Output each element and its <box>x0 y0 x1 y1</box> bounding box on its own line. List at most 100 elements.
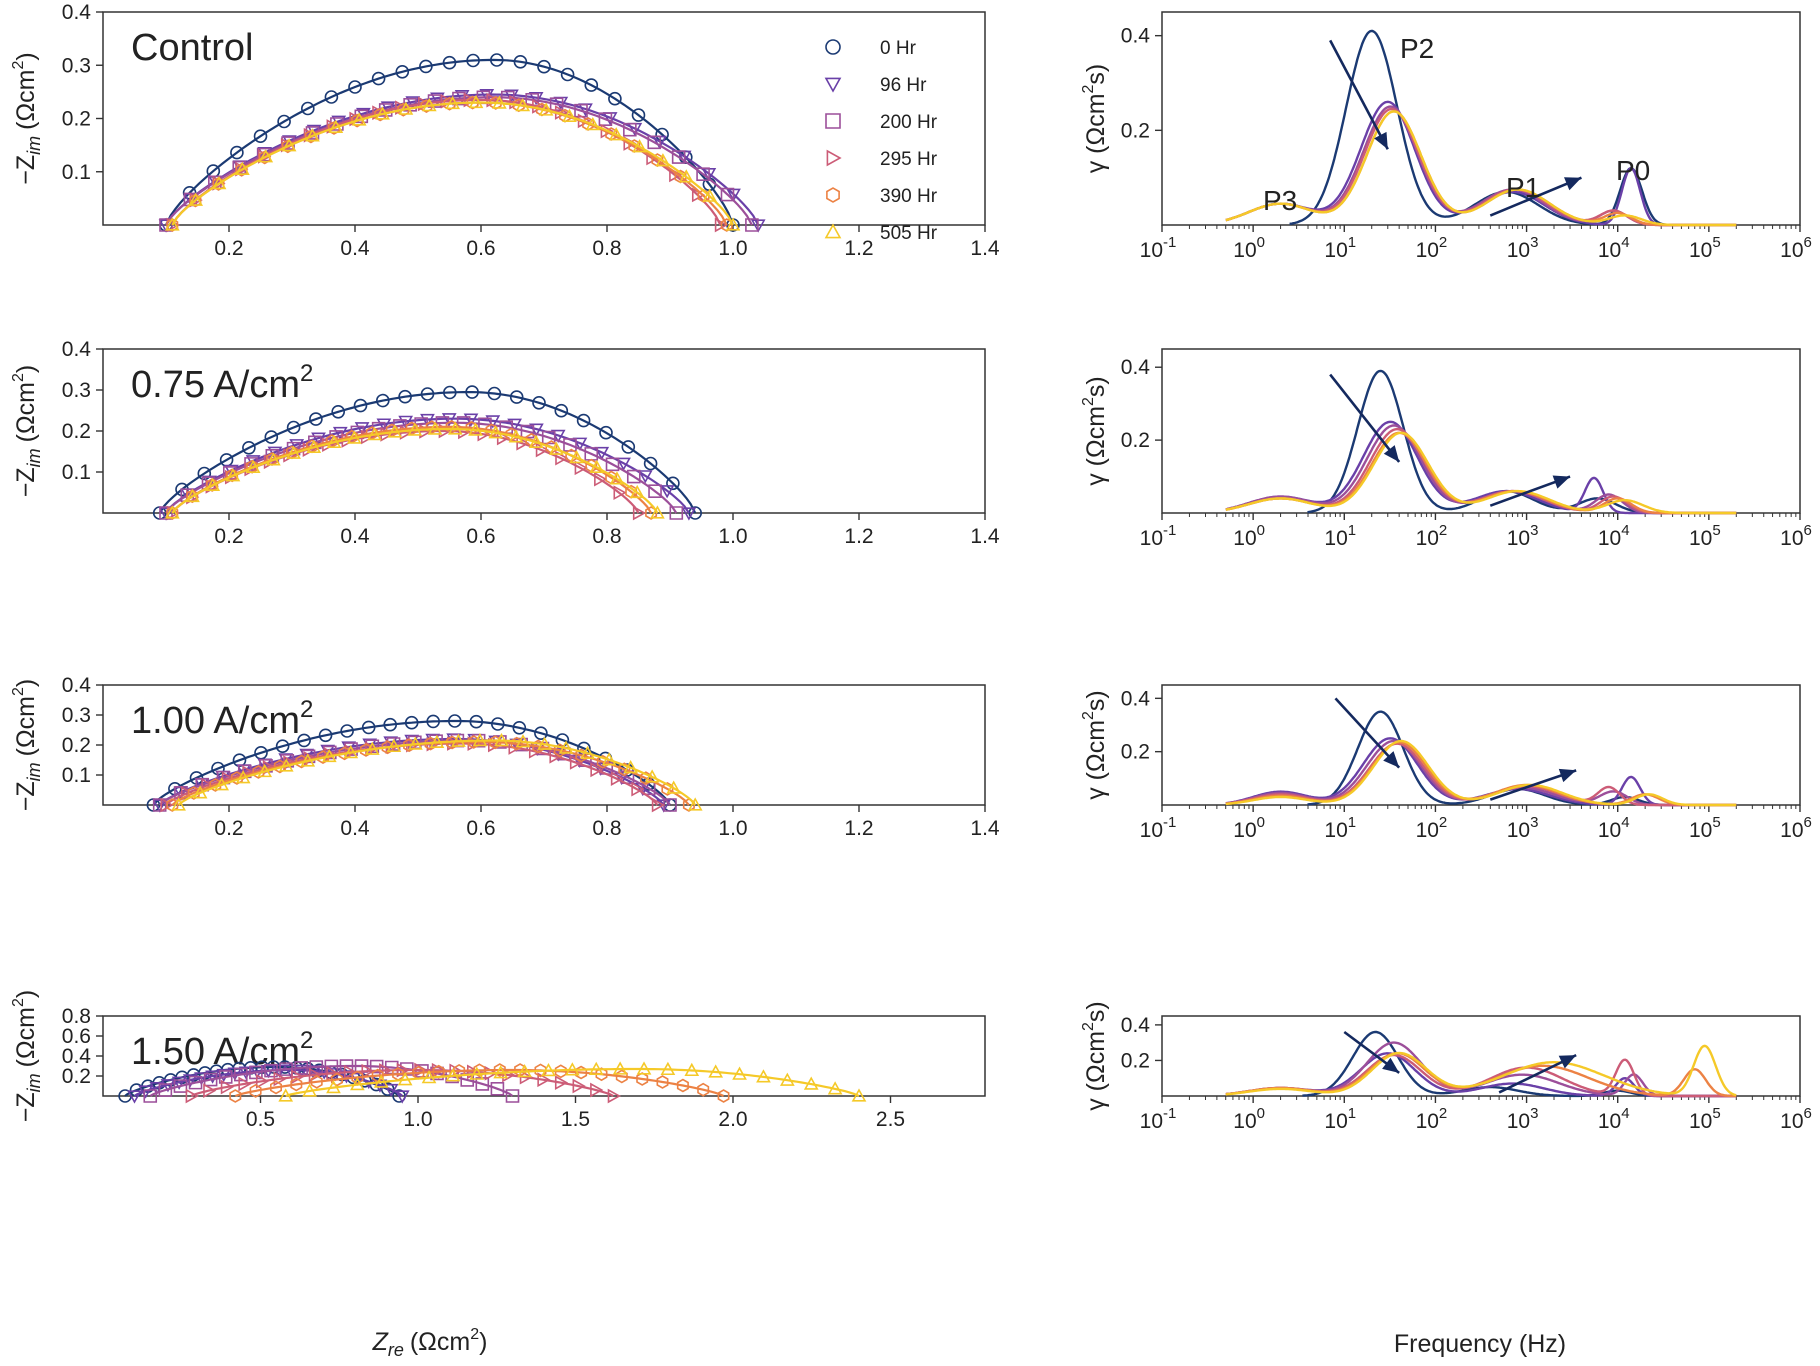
nyquist-y-axis-title: −Zim(Ωcm2) <box>10 52 44 184</box>
data-point <box>328 121 340 135</box>
data-point <box>192 785 208 799</box>
x-tick-label: 100 <box>1233 1105 1265 1133</box>
x-tick-label: 101 <box>1324 522 1356 550</box>
y-tick-label: 0.4 <box>62 1045 92 1068</box>
data-point <box>725 217 741 231</box>
nyquist-x-axis-title: Zre (Ωcm2) <box>372 1326 488 1360</box>
data-point <box>446 735 459 750</box>
data-point <box>492 95 507 109</box>
data-point <box>537 59 551 74</box>
data-point <box>275 739 290 754</box>
data-point <box>442 55 457 70</box>
trend-arrow-head <box>1552 475 1571 489</box>
data-point <box>427 421 443 435</box>
nyquist-panel-3: 0.2 0.4 0.6 0.8 1.0 1.2 1.4 0.1 0.2 0.3 0.4 −Zim(Ωc… <box>10 674 1000 840</box>
nyquist-y-axis-title: −Zim(Ωcm2) <box>10 365 44 497</box>
data-point <box>472 732 488 747</box>
x-tick-label: 2.5 <box>876 1108 905 1131</box>
y-tick-label: 0.1 <box>62 161 91 184</box>
x-tick-label: 0.6 <box>466 525 495 548</box>
x-tick-label: 102 <box>1416 1105 1448 1133</box>
data-point <box>306 439 322 454</box>
data-point <box>403 738 416 753</box>
x-tick-label: 106 <box>1780 234 1812 262</box>
data-point <box>598 112 613 126</box>
data-point <box>205 477 221 491</box>
data-point <box>259 758 273 773</box>
data-point <box>383 717 398 732</box>
data-point <box>273 1071 287 1087</box>
data-point <box>590 762 604 778</box>
x-tick-label: 10-1 <box>1140 234 1177 262</box>
data-point <box>651 797 666 813</box>
data-point <box>331 1072 343 1087</box>
data-point <box>569 449 584 464</box>
data-point <box>636 1072 649 1086</box>
data-point <box>555 450 569 466</box>
y-tick-label: 0.4 <box>62 1 92 24</box>
fit-line <box>165 58 735 226</box>
series-505-hr <box>164 421 665 519</box>
y-tick-label: 0.2 <box>62 1065 91 1088</box>
data-point <box>278 758 294 772</box>
data-point <box>166 506 179 520</box>
x-tick-label: 102 <box>1416 522 1448 550</box>
data-point <box>688 506 703 520</box>
data-point <box>152 799 168 813</box>
data-point <box>463 413 479 427</box>
x-tick-label: 104 <box>1598 234 1630 262</box>
x-tick-label: 103 <box>1507 814 1539 842</box>
data-point <box>656 1075 669 1089</box>
data-point <box>554 403 569 418</box>
data-point <box>493 1065 509 1079</box>
data-point <box>343 1064 358 1080</box>
x-tick-label: 1.2 <box>844 817 873 840</box>
data-point <box>465 385 479 399</box>
data-point <box>351 113 364 128</box>
x-tick-label: 102 <box>1416 234 1448 262</box>
data-point <box>266 452 281 466</box>
data-point <box>639 771 652 786</box>
x-tick-label: 100 <box>1233 234 1265 262</box>
data-point <box>373 1074 389 1088</box>
data-point <box>678 169 694 183</box>
data-point <box>534 1063 547 1078</box>
panel-label: 1.00 A/cm2 <box>131 696 313 742</box>
data-point <box>235 770 251 784</box>
data-point <box>562 108 577 123</box>
data-point <box>609 471 625 485</box>
legend-marker-circle-icon <box>825 39 841 55</box>
y-tick-label: 0.4 <box>1121 1014 1151 1037</box>
data-point <box>171 1076 187 1090</box>
data-point <box>643 456 658 471</box>
data-point <box>585 116 601 131</box>
data-point <box>629 484 645 499</box>
data-point <box>660 1061 676 1076</box>
x-tick-label: 105 <box>1689 1105 1721 1133</box>
y-tick-label: 0.2 <box>62 108 91 131</box>
data-point <box>300 753 316 767</box>
x-tick-label: 106 <box>1780 1105 1812 1133</box>
data-point <box>632 505 647 521</box>
y-tick-label: 0.2 <box>1121 119 1150 142</box>
data-point <box>475 1077 490 1091</box>
fit-line <box>171 101 728 226</box>
data-point <box>644 769 660 783</box>
legend-marker-square-icon <box>825 113 841 129</box>
data-point <box>230 145 244 160</box>
data-point <box>512 720 527 735</box>
data-point <box>158 1083 173 1097</box>
data-point <box>613 485 627 501</box>
data-point <box>594 446 610 461</box>
y-tick-label: 0.4 <box>1121 356 1151 379</box>
data-point <box>283 1064 299 1078</box>
data-point <box>387 424 402 438</box>
x-tick-label: 103 <box>1507 1105 1539 1133</box>
data-point <box>605 457 620 472</box>
data-point <box>453 1063 466 1078</box>
data-point <box>488 425 504 439</box>
x-tick-label: 1.2 <box>844 525 873 548</box>
data-point <box>138 1085 154 1099</box>
data-point <box>397 1072 413 1086</box>
